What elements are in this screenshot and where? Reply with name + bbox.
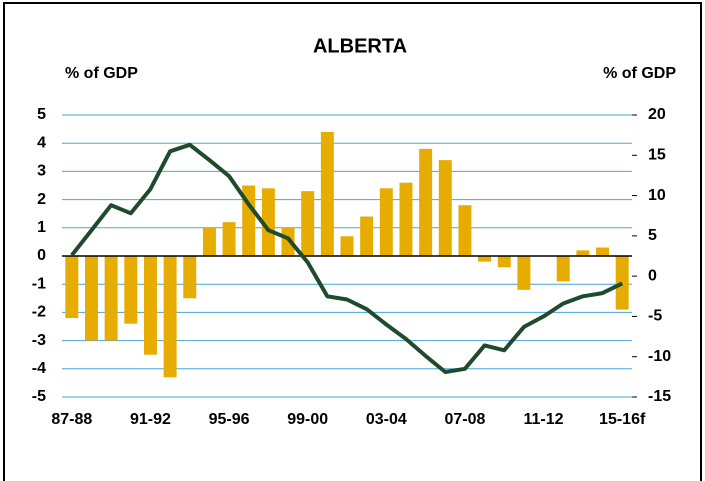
y2-tick-label: -5 — [648, 308, 662, 325]
y2-axis-label: % of GDP — [603, 65, 676, 82]
y2-tick-label: 20 — [648, 106, 666, 123]
x-tick-label: 87-88 — [51, 411, 92, 428]
bar — [340, 236, 354, 256]
bar — [163, 256, 177, 378]
chart-frame — [3, 2, 702, 481]
y-axis-label: % of GDP — [65, 65, 138, 82]
y-tick-label: -1 — [32, 275, 46, 292]
bar — [615, 256, 629, 310]
bar — [596, 247, 610, 256]
line-series — [70, 142, 624, 374]
bar — [202, 227, 216, 256]
y2-tick-label: -10 — [648, 348, 671, 365]
y-tick-label: -3 — [32, 332, 46, 349]
y2-tick-label: 5 — [648, 227, 657, 244]
y-tick-label: -4 — [32, 360, 46, 377]
bar — [556, 256, 570, 282]
bar — [399, 182, 413, 256]
y2-tick-label: -15 — [648, 388, 671, 405]
bar — [576, 250, 590, 256]
x-tick-label: 91-92 — [130, 411, 171, 428]
y-tick-label: 2 — [37, 191, 46, 208]
bar — [360, 216, 374, 256]
bar — [104, 256, 118, 341]
bar — [261, 188, 275, 256]
bar — [84, 256, 98, 341]
bar — [301, 191, 315, 256]
x-tick-label: 95-96 — [209, 411, 250, 428]
bar — [379, 188, 393, 256]
y2-tick-label: 0 — [648, 267, 657, 284]
y-tick-label: 4 — [37, 134, 46, 151]
bar — [458, 205, 472, 256]
y2-tick-label: 10 — [648, 187, 666, 204]
bar — [320, 131, 334, 256]
bar — [478, 256, 492, 262]
x-tick-label: 03-04 — [366, 411, 407, 428]
bar — [517, 256, 531, 290]
y2-tick-label: 15 — [648, 147, 666, 164]
bar — [419, 148, 433, 256]
bar — [497, 256, 511, 268]
y-tick-label: -5 — [32, 388, 46, 405]
bar — [183, 256, 197, 299]
y-tick-label: 0 — [37, 247, 46, 264]
y-tick-label: 1 — [37, 219, 46, 236]
x-tick-label: 11-12 — [524, 411, 564, 428]
y-tick-label: 5 — [37, 106, 46, 123]
x-tick-label: 15-16f — [599, 411, 646, 428]
x-tick-label: 07-08 — [444, 411, 485, 428]
x-tick-label: 99-00 — [287, 411, 328, 428]
bar — [143, 256, 157, 355]
bar — [124, 256, 138, 324]
bar — [65, 256, 79, 319]
y-tick-label: -2 — [32, 304, 46, 321]
y-tick-label: 3 — [37, 163, 46, 180]
bar — [222, 222, 236, 256]
bar — [438, 160, 452, 256]
chart-title: ALBERTA — [313, 35, 407, 57]
